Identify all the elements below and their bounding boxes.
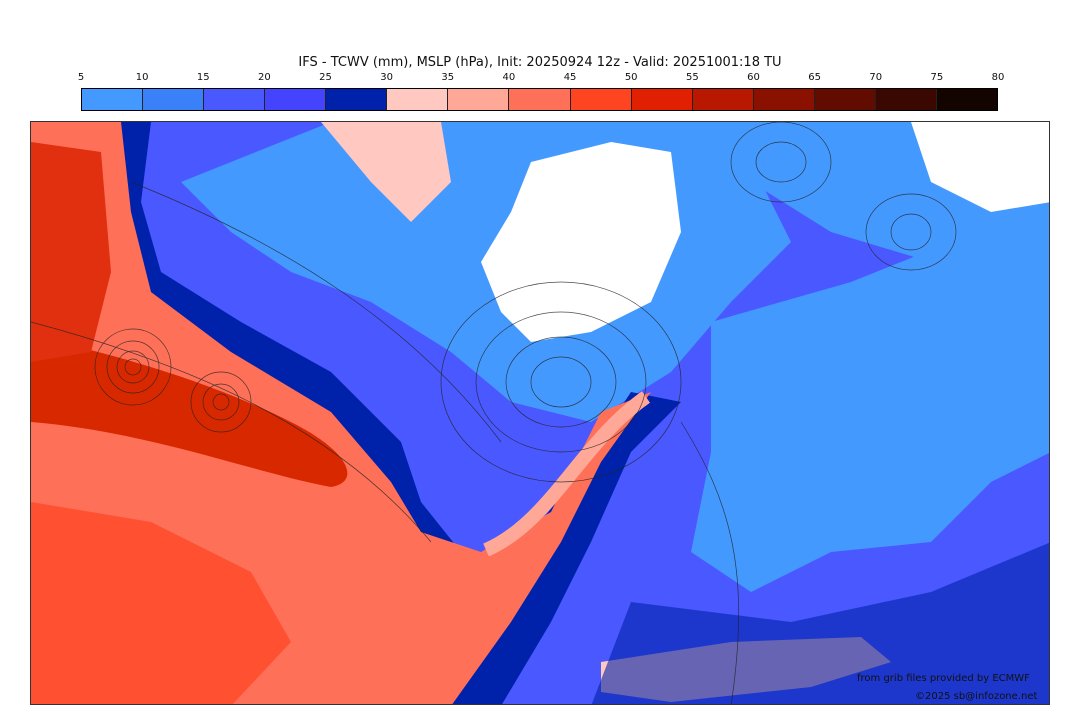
light-blue-east-region xyxy=(691,242,1049,592)
pink-band xyxy=(483,391,651,557)
colorbar-segment xyxy=(570,89,632,110)
colorbar-tick-label: 45 xyxy=(563,72,577,83)
colorbar-segment xyxy=(265,89,327,110)
colorbar-segment xyxy=(387,89,449,110)
colorbar-segment xyxy=(143,89,205,110)
moisture-west-red xyxy=(31,142,111,362)
colorbar-segment xyxy=(204,89,266,110)
colorbar-segment xyxy=(631,89,693,110)
south-navy xyxy=(591,542,1049,704)
colorbar-tick-label: 20 xyxy=(258,72,271,83)
colorbar-segment xyxy=(753,89,815,110)
colorbar-tick-label: 70 xyxy=(869,72,883,83)
colorbar-tick-label: 65 xyxy=(808,72,821,83)
colorbar-segment xyxy=(875,89,937,110)
colorbar-segment xyxy=(509,89,571,110)
very-high-moisture-streak xyxy=(31,337,348,487)
colorbar-tick-label: 75 xyxy=(930,72,944,83)
colorbar-tick-label: 30 xyxy=(380,72,394,83)
colorbar-tick-label: 10 xyxy=(135,72,149,83)
colorbar-tick-label: 40 xyxy=(502,72,516,83)
colorbar-tick-label: 5 xyxy=(77,72,85,83)
colorbar-tick-label: 55 xyxy=(685,72,699,83)
colorbar-segment xyxy=(814,89,876,110)
chart-title: IFS - TCWV (mm), MSLP (hPa), Init: 20250… xyxy=(298,55,782,70)
colorbar-segment xyxy=(936,89,997,110)
colorbar-segment xyxy=(448,89,510,110)
source-credit: from grib files provided by ECMWF xyxy=(857,673,1030,684)
colorbar-tick-label: 50 xyxy=(624,72,638,83)
arctic-dry xyxy=(911,122,1049,212)
colorbar-tick-label: 35 xyxy=(441,72,455,83)
colorbar-tick-label: 60 xyxy=(747,72,760,83)
colorbar-tick-label: 80 xyxy=(991,72,1005,83)
greenland-dry xyxy=(481,142,681,342)
copyright: ©2025 sb@infozone.net xyxy=(915,691,1038,702)
colorbar-tick-label: 25 xyxy=(319,72,332,83)
moisture-south-red xyxy=(31,502,291,704)
colorbar xyxy=(81,88,998,111)
tcwv-mslp-map xyxy=(31,122,1049,704)
colorbar-ticks: 5 10 15 20 25 30 35 40 45 50 55 60 65 70 75 80 xyxy=(77,72,1005,86)
colorbar-segment xyxy=(692,89,754,110)
canada-north-pink xyxy=(321,122,451,222)
isobars xyxy=(31,122,957,704)
colorbar-tick-label: 15 xyxy=(196,72,210,83)
colorbar-segment xyxy=(326,89,388,110)
colorbar-segment xyxy=(82,89,144,110)
weather-map xyxy=(30,121,1050,705)
